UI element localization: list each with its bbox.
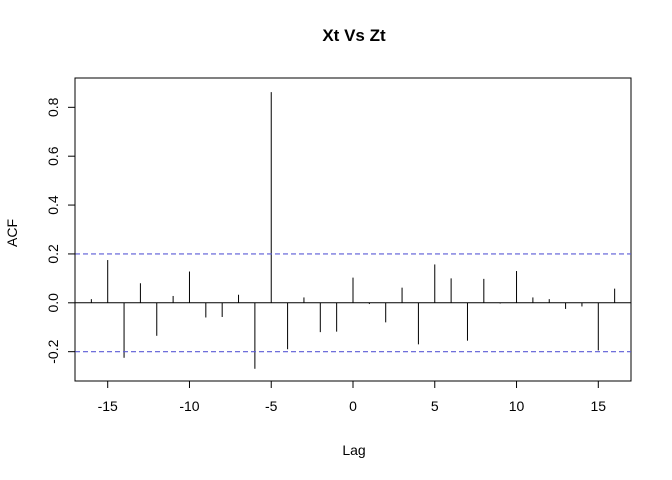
x-tick-label: 15 [591, 398, 607, 414]
x-tick-label: 10 [509, 398, 525, 414]
x-axis-label: Lag [342, 442, 365, 458]
x-tick-label: -5 [265, 398, 278, 414]
x-tick-label: 0 [349, 398, 357, 414]
x-tick-label: -15 [98, 398, 118, 414]
y-tick-label: -0.2 [45, 339, 61, 363]
x-tick-label: -10 [179, 398, 199, 414]
x-axis: -15 -10 -5 0 5 10 15 [98, 380, 607, 414]
y-tick-label: 0.4 [45, 195, 61, 215]
y-tick-label: 0.2 [45, 244, 61, 264]
chart-title: Xt Vs Zt [322, 26, 386, 45]
x-tick-label: 5 [431, 398, 439, 414]
y-axis-label: ACF [4, 219, 20, 247]
y-tick-label: 0.6 [45, 146, 61, 166]
y-tick-label: 0.0 [45, 293, 61, 313]
y-axis: -0.2 0.0 0.2 0.4 0.6 0.8 [45, 97, 76, 364]
plot-frame [74, 77, 632, 382]
y-tick-label: 0.8 [45, 97, 61, 117]
acf-bars [90, 92, 616, 369]
